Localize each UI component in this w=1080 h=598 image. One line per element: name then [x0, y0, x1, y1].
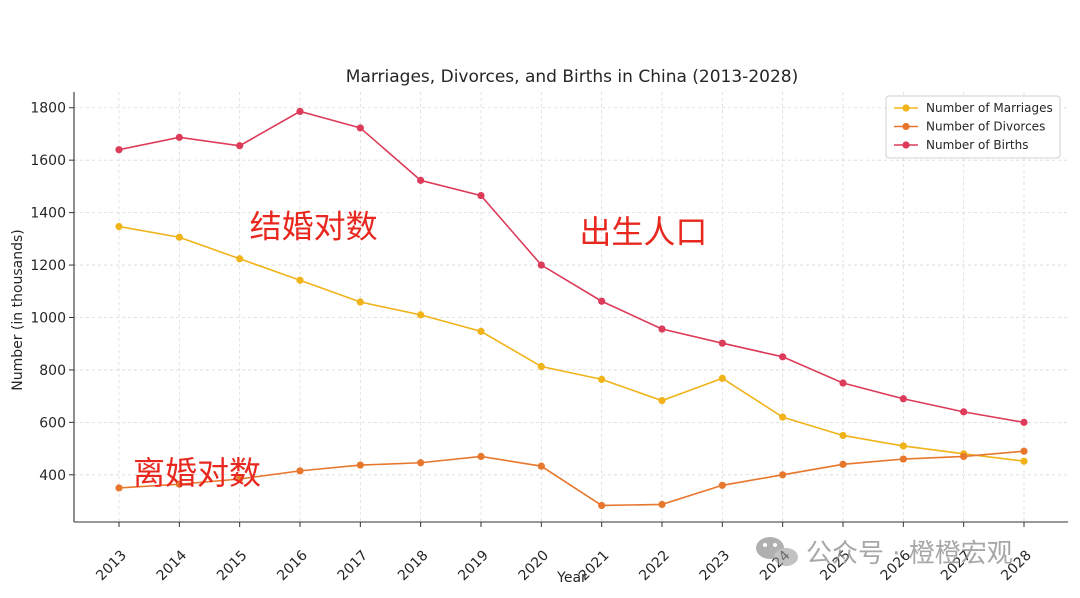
legend-item: Number of Marriages — [894, 101, 1053, 115]
data-point — [598, 297, 606, 305]
data-point — [779, 353, 787, 361]
series-line — [118, 225, 1025, 462]
legend-item: Number of Divorces — [894, 120, 1045, 134]
data-point — [960, 408, 968, 416]
data-point — [1020, 447, 1028, 455]
legend-label: Number of Marriages — [926, 101, 1053, 115]
data-point — [296, 107, 304, 116]
series-number-of-divorces — [115, 447, 1028, 510]
series-line — [118, 110, 1025, 424]
data-point — [296, 467, 304, 475]
data-point — [598, 501, 606, 510]
chart-ticks: 400 600 800 1000 1200 1400 1600 1800 2013 2014 201… — [30, 101, 1034, 584]
x-tick-label: 2017 — [335, 548, 372, 585]
x-tick-label: 2013 — [93, 548, 130, 585]
y-tick-label: 1000 — [30, 310, 66, 326]
y-tick-label: 1600 — [30, 153, 66, 169]
x-axis-label: Year — [556, 570, 587, 586]
data-point — [296, 276, 304, 284]
data-point — [839, 460, 847, 468]
data-point — [899, 442, 907, 450]
legend-label: Number of Divorces — [926, 120, 1045, 134]
legend-swatch-marker — [902, 104, 910, 112]
x-tick-label: 2018 — [395, 548, 432, 585]
chart-legend: Number of Marriages Number of Divorces Num… — [885, 95, 1061, 159]
y-tick-label: 1800 — [30, 101, 66, 117]
annotation-label: 出生人口 — [579, 213, 707, 251]
data-point — [356, 124, 364, 132]
data-point — [839, 431, 847, 440]
data-point — [718, 374, 726, 382]
data-point — [236, 142, 244, 150]
legend-box — [885, 95, 1061, 159]
y-axis-label: Number (in thousands) — [10, 229, 26, 391]
chart-title: Marriages, Divorces, and Births in China… — [346, 67, 798, 87]
data-point — [477, 191, 485, 200]
legend-label: Number of Births — [926, 138, 1028, 152]
data-point — [899, 395, 907, 403]
data-point — [598, 375, 606, 383]
wechat-icon — [756, 537, 798, 566]
data-point — [718, 339, 726, 347]
data-point — [356, 461, 364, 469]
y-tick-label: 1200 — [30, 258, 66, 274]
data-point — [960, 452, 968, 461]
data-point — [537, 462, 545, 470]
x-tick-label: 2015 — [214, 548, 251, 585]
data-point — [899, 455, 907, 463]
data-point — [718, 481, 726, 489]
data-point — [175, 133, 183, 141]
legend-item: Number of Births — [894, 138, 1028, 152]
y-tick-label: 800 — [39, 363, 66, 379]
annotation-label: 结婚对数 — [250, 208, 378, 246]
y-tick-label: 400 — [39, 468, 66, 484]
y-tick-label: 1400 — [30, 206, 66, 222]
watermark-text: 公众号 · 橙橙宏观 — [806, 539, 1013, 569]
data-point — [175, 233, 183, 241]
y-tick-label: 600 — [39, 415, 66, 431]
x-tick-label: 2023 — [697, 548, 734, 585]
data-point — [115, 222, 123, 231]
data-point — [779, 471, 787, 479]
data-point — [779, 413, 787, 421]
x-tick-label: 2019 — [455, 548, 492, 585]
data-point — [417, 459, 425, 467]
data-point — [1020, 457, 1028, 465]
data-point — [658, 397, 666, 405]
series-number-of-births — [115, 107, 1028, 426]
data-point — [658, 500, 666, 509]
series-line — [118, 450, 1025, 507]
chart-series-group — [115, 107, 1028, 510]
data-point — [477, 452, 485, 461]
data-point — [417, 176, 425, 184]
data-point — [115, 484, 123, 492]
data-point — [839, 379, 847, 387]
watermark: 公众号 · 橙橙宏观 — [756, 537, 1013, 569]
data-point — [356, 298, 364, 306]
x-tick-label: 2020 — [516, 548, 553, 585]
data-point — [236, 255, 244, 263]
series-number-of-marriages — [115, 222, 1028, 465]
data-point — [1020, 418, 1028, 426]
data-point — [477, 327, 485, 335]
x-tick-label: 2022 — [636, 548, 673, 585]
data-point — [175, 480, 183, 488]
legend-swatch-marker — [902, 141, 910, 149]
x-tick-label: 2014 — [154, 547, 191, 584]
annotation-label: 离婚对数 — [133, 454, 261, 492]
data-point — [658, 325, 666, 333]
legend-swatch-marker — [902, 122, 910, 131]
data-point — [236, 475, 244, 483]
data-point — [417, 311, 425, 319]
data-point — [537, 261, 545, 269]
x-tick-label: 2016 — [274, 547, 311, 584]
data-point — [537, 362, 545, 371]
data-point — [115, 146, 123, 154]
